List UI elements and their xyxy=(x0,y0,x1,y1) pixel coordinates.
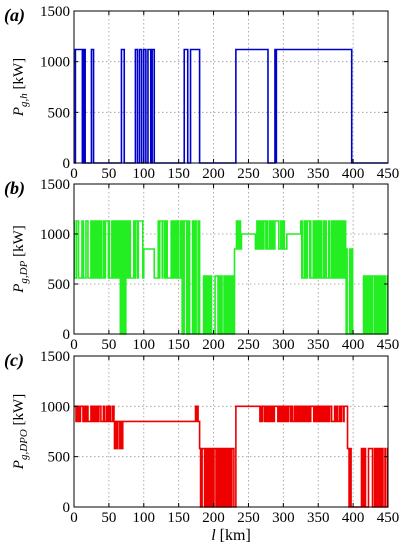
x-tick-label: 450 xyxy=(377,166,400,182)
x-tick-label: 200 xyxy=(202,510,225,526)
x-tick-label: 400 xyxy=(342,337,365,353)
panel-1: 0 50 100 150 200 250 300 350 400 450 0 500 1000 1500 (… xyxy=(4,177,399,353)
x-tick-label: 150 xyxy=(167,166,190,182)
panel-label: (a) xyxy=(4,5,25,26)
x-tick-label: 250 xyxy=(237,166,260,182)
y-tick-label: 500 xyxy=(48,277,71,293)
x-tick-label: 400 xyxy=(342,510,365,526)
x-tick-label: 250 xyxy=(237,337,260,353)
panel-0: 0 50 100 150 200 250 300 350 400 450 0 500 1000 1500 (… xyxy=(4,4,399,182)
x-tick-label: 100 xyxy=(133,337,156,353)
x-tick-label: 150 xyxy=(167,337,190,353)
y-axis-label: Pg,DP [kW] xyxy=(11,225,30,294)
x-tick-label: 150 xyxy=(167,510,190,526)
x-tick-label: 300 xyxy=(272,510,295,526)
y-tick-label: 1000 xyxy=(40,399,70,415)
x-tick-label: 350 xyxy=(307,337,330,353)
x-tick-label: 400 xyxy=(342,166,365,182)
y-tick-label: 1500 xyxy=(40,4,70,20)
series-line xyxy=(74,405,389,508)
x-tick-label: 350 xyxy=(307,510,330,526)
x-tick-label: 250 xyxy=(237,510,260,526)
x-axis-label: l [km] xyxy=(211,527,251,544)
axes-frame xyxy=(73,183,389,335)
x-tick-label: 100 xyxy=(133,166,156,182)
y-tick-label: 1000 xyxy=(40,227,70,243)
panel-label: (b) xyxy=(4,178,25,199)
x-tick-label: 300 xyxy=(272,166,295,182)
y-tick-label: 1000 xyxy=(40,55,70,71)
x-tick-label: 200 xyxy=(202,166,225,182)
y-tick-label: 1500 xyxy=(40,349,70,365)
x-tick-label: 50 xyxy=(101,166,116,182)
series-line xyxy=(73,220,389,335)
y-axis-label: Pg,h [kW] xyxy=(11,58,30,117)
y-tick-label: 1500 xyxy=(40,177,70,193)
x-tick-label: 200 xyxy=(202,337,225,353)
y-tick-label: 500 xyxy=(48,450,71,466)
x-tick-label: 450 xyxy=(377,510,400,526)
x-tick-label: 0 xyxy=(70,510,78,526)
x-tick-label: 0 xyxy=(70,337,78,353)
x-tick-label: 450 xyxy=(377,337,400,353)
panel-2: 0 50 100 150 200 250 300 350 400 450 0 500 1000 1500 (… xyxy=(4,349,399,544)
x-tick-label: 50 xyxy=(101,510,116,526)
axes-frame xyxy=(73,10,389,164)
y-tick-label: 0 xyxy=(63,156,71,172)
x-tick-label: 350 xyxy=(307,166,330,182)
y-tick-label: 0 xyxy=(63,500,71,516)
series-line xyxy=(74,48,388,164)
y-axis-label: Pg,DPO [kW] xyxy=(11,394,30,470)
x-tick-label: 300 xyxy=(272,337,295,353)
y-tick-label: 500 xyxy=(48,105,71,121)
x-tick-label: 0 xyxy=(70,166,78,182)
y-tick-label: 0 xyxy=(63,327,71,343)
panel-label: (c) xyxy=(4,350,24,371)
x-tick-label: 50 xyxy=(101,337,116,353)
axes-frame xyxy=(73,355,389,508)
x-tick-label: 100 xyxy=(133,510,156,526)
